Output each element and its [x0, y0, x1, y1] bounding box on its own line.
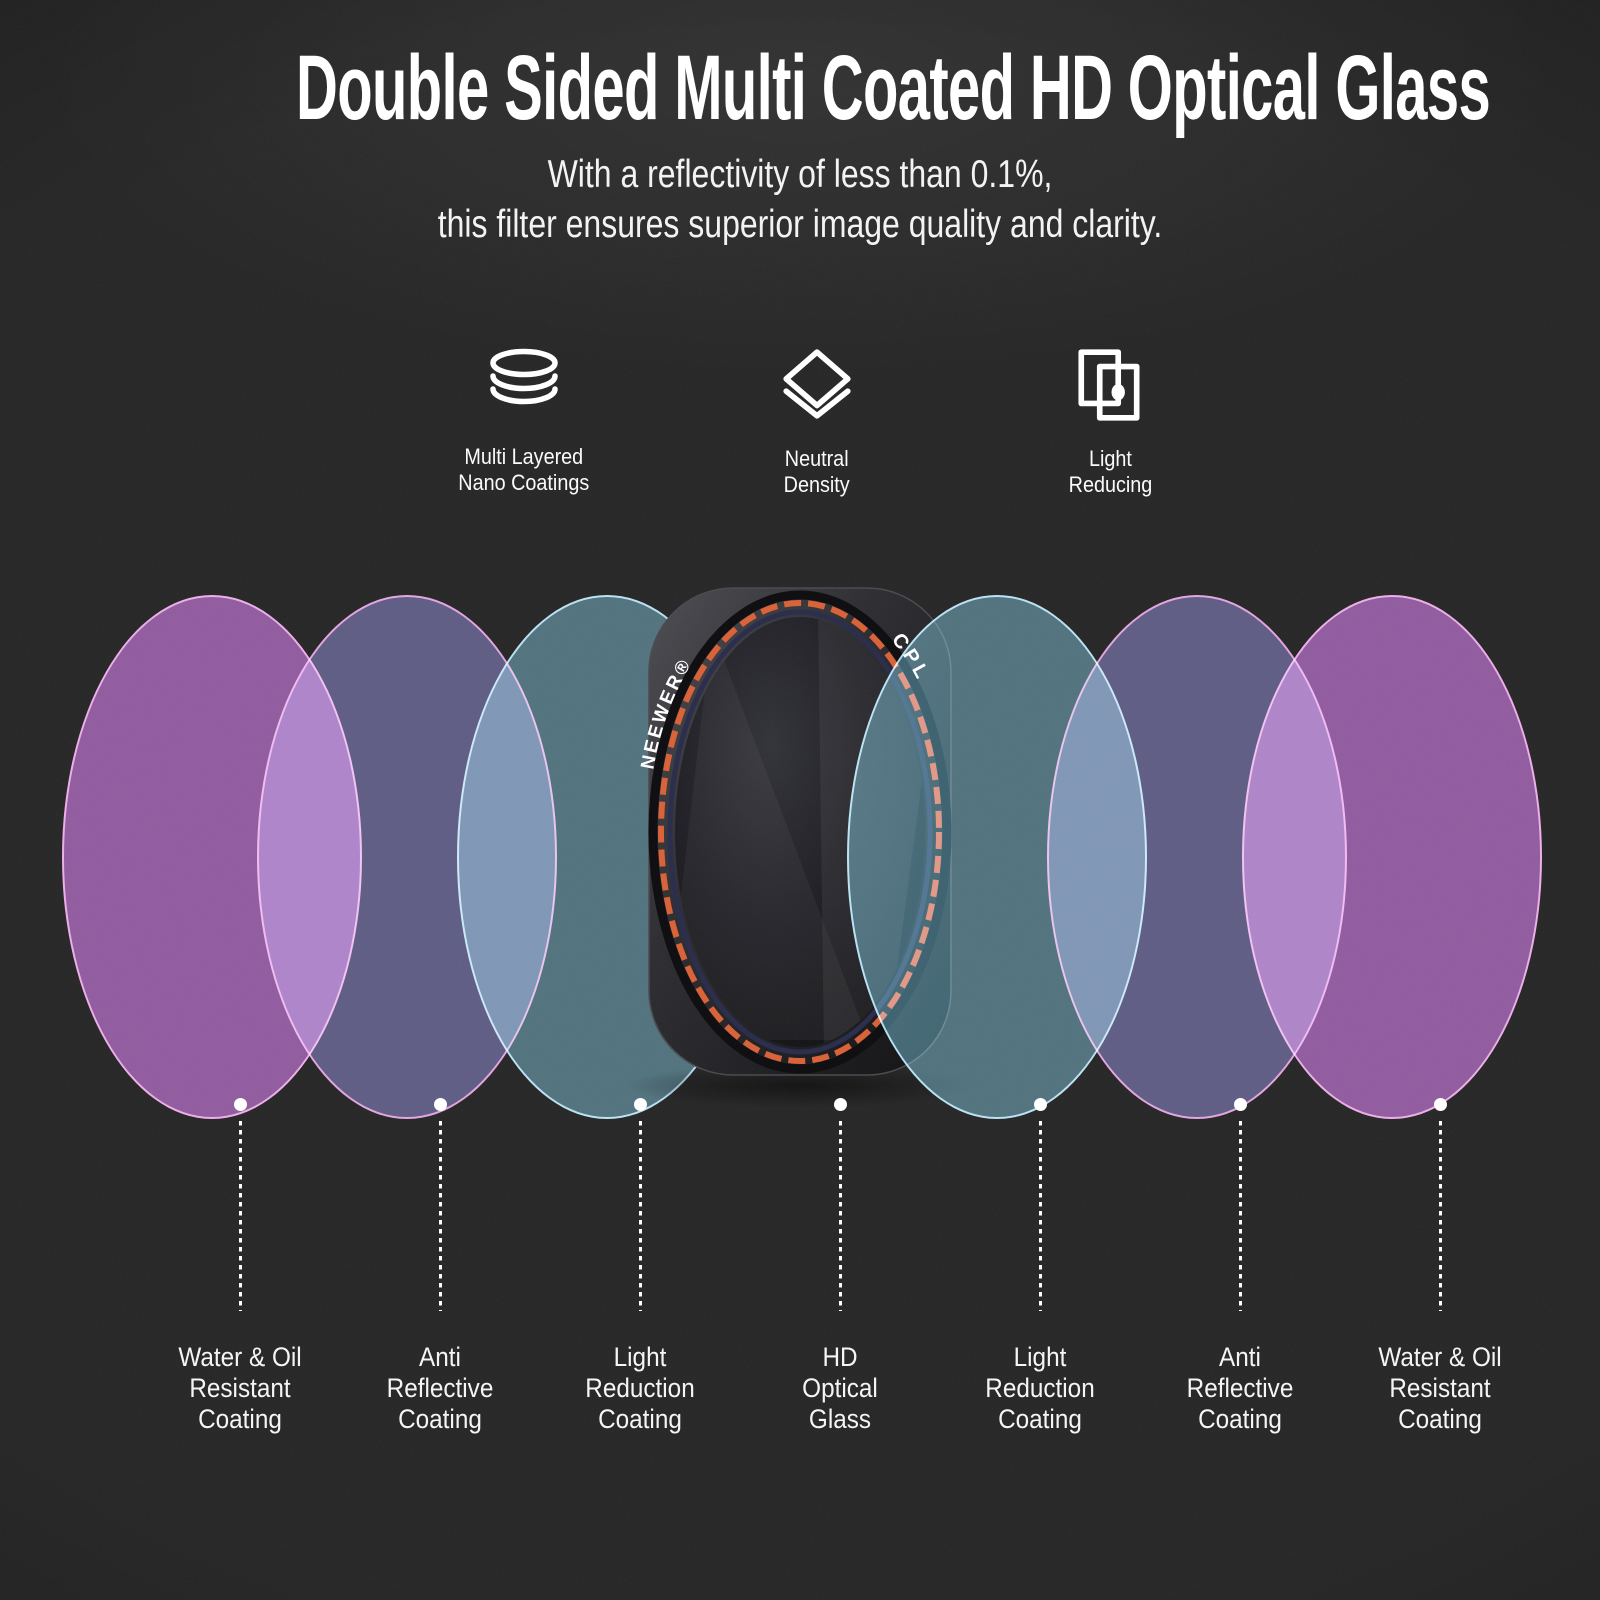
neutral-density-icon — [778, 346, 856, 424]
leader-dashed-line — [238, 1121, 242, 1311]
leader-dot — [1033, 1098, 1047, 1111]
leader-dot — [1433, 1098, 1447, 1111]
filter-drop-shadow — [625, 1064, 975, 1108]
feature-label-line1: Multi Layered — [464, 444, 584, 469]
leader-dot — [233, 1098, 247, 1111]
feature-neutral-density: Neutral Density — [667, 346, 967, 498]
feature-light-reducing: Light Reducing — [960, 346, 1260, 498]
feature-label-line2: Reducing — [1068, 472, 1152, 497]
layer-label-light-reduction-right: Light Reduction Coating — [985, 1342, 1095, 1434]
layer-leader — [1233, 1098, 1247, 1311]
layer-leader — [833, 1098, 847, 1311]
feature-label-line1: Neutral — [785, 446, 849, 471]
feature-label-line2: Nano Coatings — [458, 470, 590, 495]
subtitle-line-2: this filter ensures superior image quali… — [437, 203, 1163, 246]
leader-dashed-line — [438, 1121, 442, 1311]
multi-layer-stack-icon — [482, 346, 566, 422]
layer-label-water-oil-right: Water & Oil Resistant Coating — [1378, 1342, 1502, 1434]
page-title: Double Sided Multi Coated HD Optical Gla… — [296, 37, 1491, 139]
leader-dot — [833, 1098, 847, 1111]
layer-leader — [233, 1098, 247, 1311]
layer-leader — [1033, 1098, 1047, 1311]
leader-dashed-line — [1038, 1121, 1042, 1311]
coating-layer-ellipse-7 — [1242, 595, 1542, 1119]
layer-label-light-reduction-left: Light Reduction Coating — [585, 1342, 695, 1434]
feature-label: Multi Layered Nano Coatings — [458, 444, 589, 496]
page-subtitle: With a reflectivity of less than 0.1%, t… — [144, 150, 1456, 250]
leader-dot — [1233, 1098, 1247, 1111]
leader-dot — [633, 1098, 647, 1111]
feature-multi-layered: Multi Layered Nano Coatings — [374, 346, 674, 496]
feature-label-line2: Density — [783, 472, 851, 497]
leader-dashed-line — [838, 1121, 842, 1311]
feature-label: Neutral Density — [784, 446, 850, 498]
feature-label: Light Reducing — [1068, 446, 1152, 498]
layer-label-water-oil-left: Water & Oil Resistant Coating — [178, 1342, 302, 1434]
feature-label-line1: Light — [1088, 446, 1132, 471]
layer-label-anti-reflective-left: Anti Reflective Coating — [386, 1342, 494, 1434]
layer-leader — [1433, 1098, 1447, 1311]
subtitle-line-1: With a reflectivity of less than 0.1%, — [547, 153, 1053, 196]
layer-leader — [633, 1098, 647, 1311]
leader-dashed-line — [1238, 1121, 1242, 1311]
leader-dashed-line — [1438, 1121, 1442, 1311]
leader-dashed-line — [638, 1121, 642, 1311]
layer-leader — [433, 1098, 447, 1311]
layer-label-hd-optical-glass: HD Optical Glass — [802, 1342, 878, 1434]
leader-dot — [433, 1098, 447, 1111]
light-reducing-icon — [1071, 346, 1149, 424]
layer-label-anti-reflective-right: Anti Reflective Coating — [1186, 1342, 1294, 1434]
